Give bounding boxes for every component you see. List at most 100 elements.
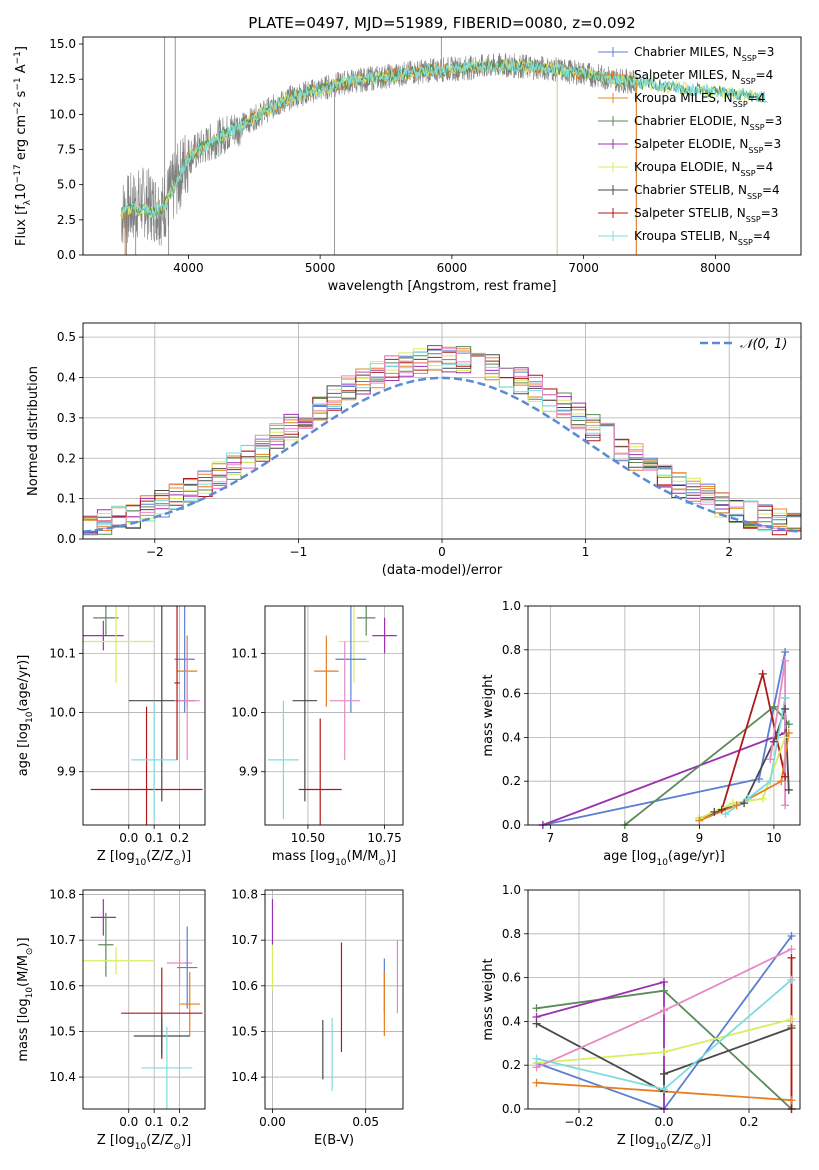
weight-marker (787, 931, 796, 940)
y-tick-label: 1.0 (502, 599, 521, 613)
y-tick-label: 0.4 (502, 1014, 521, 1028)
x-axis-label: Z [log10(Z/Z⊙)] (97, 1133, 191, 1152)
y-tick-label: 5.0 (57, 178, 76, 192)
normal-curve (83, 376, 801, 534)
weight-marker (660, 1006, 668, 1015)
plot-area-weight-age (528, 606, 800, 825)
weight-marker (787, 975, 796, 984)
weight-marker (781, 647, 790, 656)
model-spectrum (120, 58, 769, 219)
y-tick-label: 10.5 (49, 1024, 76, 1038)
y-axis-label: mass [log10(M/M⊙)] (16, 937, 35, 1061)
y-axis-label-part: ] (14, 46, 29, 51)
x-axis-label: Z [log10(Z/Z⊙)] (97, 849, 191, 868)
y-tick-label: 9.9 (239, 765, 258, 779)
x-tick-label: 7000 (568, 261, 599, 275)
y-axis-label-part: −2 (13, 102, 23, 115)
y-axis-label-part: 10 (25, 987, 35, 999)
x-axis-label-part: 10 (656, 858, 668, 868)
x-tick-label: −2 (146, 545, 164, 559)
legend-n: =3 (757, 45, 775, 59)
axes-weight-Z: −0.2 0.0 0.2 0.0 0.2 0.4 0.6 0.8 1.0 Z [log10(Z/Z… (481, 883, 801, 1152)
legend-n: =4 (753, 229, 771, 243)
legend-model: Kroupa STELIB, N (634, 229, 738, 243)
x-tick-label: 10.75 (367, 831, 401, 845)
y-tick-label: 0.4 (57, 371, 76, 385)
axes-frame (527, 605, 801, 826)
y-tick-label: 0.0 (57, 532, 76, 546)
y-tick-label: 0.2 (57, 451, 76, 465)
weight-series (624, 705, 790, 825)
y-axis-label-part: s (14, 90, 29, 101)
x-axis-label: Z [log10(Z/Z⊙)] (617, 1133, 711, 1152)
y-tick-label: 10.6 (231, 979, 258, 993)
x-axis-label-part: (Z/Z (666, 1133, 693, 1148)
x-axis-label-part: ⊙ (693, 1142, 701, 1152)
legend-n: =3 (765, 114, 783, 128)
x-tick-label: 0.05 (352, 1115, 379, 1129)
y-axis-label-part: A (14, 64, 29, 77)
x-axis-label-part: (M/M (347, 849, 379, 864)
x-axis-label-part: )] (701, 1133, 711, 1148)
legend-label: Kroupa MILES, NSSP=4 (634, 91, 765, 109)
x-tick-label: 8000 (700, 261, 731, 275)
x-tick-label: 0.2 (739, 1115, 758, 1129)
weight-marker (732, 801, 741, 810)
axes-frame (264, 605, 404, 826)
y-tick-label: 0.8 (502, 643, 521, 657)
x-tick-label: 0.0 (119, 1115, 138, 1129)
legend-model: Kroupa ELODIE, N (634, 160, 741, 174)
legend-n: =3 (763, 137, 781, 151)
y-axis-label-part: age [log (16, 723, 31, 776)
x-axis-label-part: 10 (135, 858, 147, 868)
legend-sub: SSP (750, 123, 765, 132)
y-tick-label: 0.3 (57, 411, 76, 425)
y-tick-label: 10.0 (49, 107, 76, 121)
y-axis-label-part: (age/yr)] (16, 655, 31, 712)
legend-model: Chabrier MILES, N (634, 45, 742, 59)
weight-marker (755, 775, 764, 784)
y-tick-label: 10.0 (231, 706, 258, 720)
y-axis-label-part: λ (23, 199, 33, 205)
x-tick-label: 2 (725, 545, 733, 559)
weight-marker (781, 704, 790, 713)
x-axis-label-part: mass [log (272, 849, 335, 864)
legend-n: =4 (762, 183, 780, 197)
weight-marker (784, 729, 793, 738)
y-axis-label: mass weight (481, 958, 496, 1040)
weight-marker (784, 785, 793, 794)
y-axis-label-part: ⊙ (25, 948, 35, 956)
weight-marker (787, 1023, 796, 1032)
weight-marker (721, 810, 730, 819)
legend-label: Chabrier STELIB, NSSP=4 (634, 183, 780, 201)
x-axis-label: E(B-V) (314, 1133, 354, 1148)
legend-sub: SSP (746, 215, 761, 224)
y-tick-label: 0.0 (57, 248, 76, 262)
y-tick-label: 0.0 (502, 1102, 521, 1116)
y-tick-label: 9.9 (57, 765, 76, 779)
x-axis-label-part: (Z/Z (146, 849, 173, 864)
legend-label: Salpeter ELODIE, NSSP=3 (634, 137, 781, 155)
legend-label: Kroupa STELIB, NSSP=4 (634, 229, 771, 247)
axes-age-Z: 0.0 0.1 0.29.910.010.1Z [log10(Z/Z⊙)]age [… (16, 605, 206, 868)
weight-marker (743, 794, 752, 803)
axes-frame (82, 36, 802, 256)
y-tick-label: 2.5 (57, 213, 76, 227)
weight-marker (532, 1054, 541, 1063)
y-axis-label-part: −1 (13, 51, 23, 64)
legend-n: =3 (761, 206, 779, 220)
x-axis-label-part: ⊙ (173, 1142, 181, 1152)
legend-model: Chabrier ELODIE, N (634, 114, 750, 128)
x-axis-label-part: )] (181, 1133, 191, 1148)
y-tick-label: 0.6 (502, 687, 521, 701)
y-tick-label: 10.5 (231, 1024, 258, 1038)
y-tick-label: 10.8 (231, 888, 258, 902)
y-tick-label: 0.2 (502, 1058, 521, 1072)
weight-marker (660, 1048, 668, 1057)
x-axis-label: wavelength [Angstrom, rest frame] (328, 279, 557, 294)
y-tick-label: 10.7 (49, 933, 76, 947)
legend-sub: SSP (742, 54, 757, 63)
legend-sub: SSP (747, 192, 762, 201)
